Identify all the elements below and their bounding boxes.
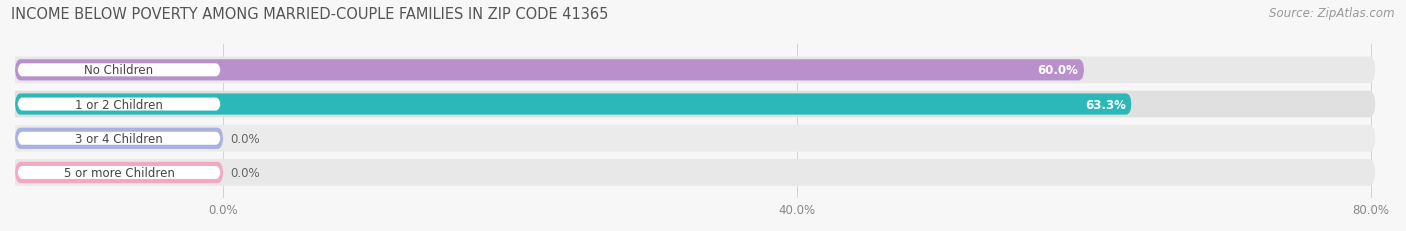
Text: 60.0%: 60.0%	[1038, 64, 1078, 77]
FancyBboxPatch shape	[11, 159, 1375, 186]
FancyBboxPatch shape	[11, 57, 1375, 84]
Text: 0.0%: 0.0%	[231, 166, 260, 179]
FancyBboxPatch shape	[15, 128, 224, 149]
FancyBboxPatch shape	[15, 94, 1132, 115]
Text: 5 or more Children: 5 or more Children	[63, 166, 174, 179]
FancyBboxPatch shape	[11, 125, 1375, 152]
FancyBboxPatch shape	[18, 166, 221, 179]
FancyBboxPatch shape	[11, 91, 1375, 118]
FancyBboxPatch shape	[18, 132, 221, 145]
FancyBboxPatch shape	[15, 162, 224, 183]
Text: 63.3%: 63.3%	[1085, 98, 1126, 111]
Text: Source: ZipAtlas.com: Source: ZipAtlas.com	[1270, 7, 1395, 20]
FancyBboxPatch shape	[18, 98, 221, 111]
Text: INCOME BELOW POVERTY AMONG MARRIED-COUPLE FAMILIES IN ZIP CODE 41365: INCOME BELOW POVERTY AMONG MARRIED-COUPL…	[11, 7, 609, 22]
FancyBboxPatch shape	[15, 60, 1084, 81]
Text: No Children: No Children	[84, 64, 153, 77]
Text: 0.0%: 0.0%	[231, 132, 260, 145]
FancyBboxPatch shape	[18, 64, 221, 77]
Text: 1 or 2 Children: 1 or 2 Children	[75, 98, 163, 111]
Text: 3 or 4 Children: 3 or 4 Children	[75, 132, 163, 145]
